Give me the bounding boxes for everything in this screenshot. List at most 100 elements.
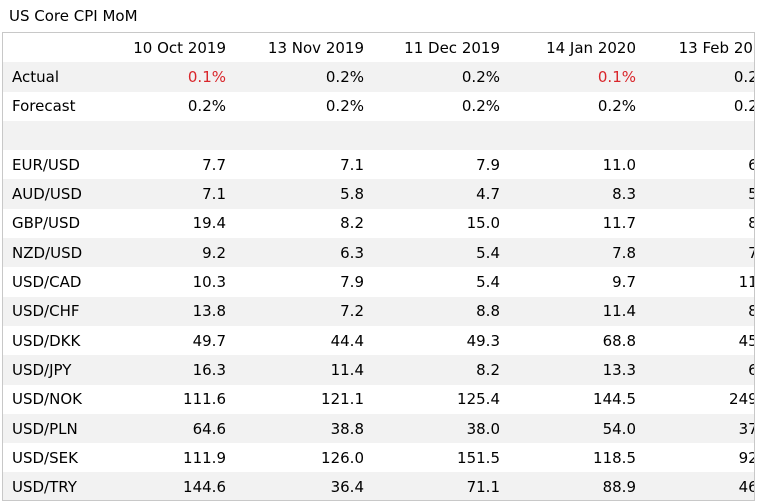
table-cell: 15.0 [466, 214, 500, 233]
table-cell: 9.2 [114, 238, 230, 268]
table-cell: 5.8 [230, 179, 368, 209]
column-header: 13 Feb 2020 [678, 38, 754, 57]
table-cell: 144.5 [593, 390, 636, 409]
table-cell: 126.0 [321, 448, 364, 467]
table-cell: 7.2 [230, 296, 368, 326]
row-label: NZD/USD [3, 238, 114, 268]
table-cell: 11.4 [504, 296, 640, 326]
table-cell: 10.3 [192, 273, 226, 292]
row-label: GBP/USD [12, 214, 81, 233]
table-title: US Core CPI MoM [9, 7, 138, 25]
row-label [3, 120, 114, 151]
table-cell: 92.3 [738, 448, 754, 467]
column-header: 14 Jan 2020 [546, 38, 636, 57]
table-cell: 68.8 [602, 331, 636, 350]
table-cell: 36.4 [230, 472, 368, 500]
table-cell: 4.7 [368, 179, 504, 209]
corner-cell [3, 33, 114, 62]
table-row: USD/DKK 49.7 44.4 49.3 68.8 45.5 [3, 326, 754, 355]
table-cell: 49.3 [466, 331, 500, 350]
table-cell: 0.2% [597, 97, 636, 116]
table-cell: 9.7 [612, 273, 636, 292]
table-cell: 49.7 [192, 331, 226, 350]
table-cell: 7.8 [504, 238, 640, 268]
table-cell: 8.4 [640, 209, 754, 238]
table-cell: 0.2% [368, 62, 504, 92]
table-row: USD/SEK 111.9 126.0 151.5 118.5 92.3 [3, 443, 754, 472]
table-cell: 54.0 [504, 413, 640, 444]
row-label: USD/SEK [12, 448, 78, 467]
table-cell: 45.5 [738, 331, 754, 350]
table-cell: 88.9 [504, 472, 640, 500]
row-label: EUR/USD [12, 155, 80, 174]
table-cell: 0.2% [325, 97, 364, 116]
table-cell: 0.1% [504, 62, 640, 92]
table-cell: 151.5 [457, 448, 500, 467]
table-cell: 38.0 [368, 413, 504, 444]
table-cell: 8.3 [504, 179, 640, 209]
table-cell: 125.4 [457, 390, 500, 409]
row-label: USD/DKK [12, 331, 81, 350]
table-cell [504, 120, 640, 151]
table-cell: 0.2% [461, 97, 500, 116]
table-cell: 111.6 [183, 390, 226, 409]
table-cell: 11.4 [230, 355, 368, 385]
table-cell: 64.6 [114, 413, 230, 444]
table-cell: 0.2% [640, 62, 754, 92]
cpi-table: 10 Oct 2019 13 Nov 2019 11 Dec 2019 14 J… [3, 33, 754, 500]
table-cell: 0.2% [733, 97, 754, 116]
table-cell: 121.1 [321, 390, 364, 409]
row-label: USD/PLN [3, 413, 114, 444]
table-row: USD/NOK 111.6 121.1 125.4 144.5 249.0 [3, 385, 754, 414]
table-cell: 71.1 [368, 472, 504, 500]
table-cell: 7.9 [476, 155, 500, 174]
table-cell: 19.4 [192, 214, 226, 233]
table-cell: 249.0 [729, 390, 754, 409]
table-cell: 118.5 [593, 448, 636, 467]
table-row: USD/CAD 10.3 7.9 5.4 9.7 11.6 [3, 267, 754, 296]
table-cell: 6.4 [640, 355, 754, 385]
table-cell: 44.4 [330, 331, 364, 350]
table-cell: 46.9 [640, 472, 754, 500]
table-cell: 11.7 [602, 214, 636, 233]
table-cell: 0.2% [187, 97, 226, 116]
column-header: 13 Nov 2019 [267, 38, 364, 57]
table-cell: 6.8 [640, 150, 754, 179]
column-header: 10 Oct 2019 [133, 38, 226, 57]
table-cell: 7.9 [340, 273, 364, 292]
row-label: Actual [3, 62, 114, 92]
row-label: USD/CAD [12, 273, 82, 292]
data-table-frame: 10 Oct 2019 13 Nov 2019 11 Dec 2019 14 J… [2, 32, 755, 501]
table-row: GBP/USD 19.4 8.2 15.0 11.78.4 [3, 209, 754, 238]
table-cell: 13.3 [504, 355, 640, 385]
row-label: USD/TRY [3, 472, 114, 500]
table-cell: 8.2 [368, 355, 504, 385]
table-cell: 111.9 [183, 448, 226, 467]
table-cell [640, 120, 754, 151]
column-header: 11 Dec 2019 [404, 38, 500, 57]
table-cell: 7.7 [640, 238, 754, 268]
table-cell: 144.6 [114, 472, 230, 500]
table-cell: 11.0 [602, 155, 636, 174]
row-label: AUD/USD [3, 179, 114, 209]
table-cell: 5.4 [368, 238, 504, 268]
table-cell: 0.2% [230, 62, 368, 92]
table-cell: 8.8 [640, 296, 754, 326]
row-label: USD/NOK [12, 390, 82, 409]
table-cell: 6.3 [230, 238, 368, 268]
table-cell: 7.1 [114, 179, 230, 209]
table-cell [230, 120, 368, 151]
table-cell: 5.4 [640, 179, 754, 209]
table-cell: 8.2 [340, 214, 364, 233]
table-cell: 13.8 [114, 296, 230, 326]
table-cell [114, 120, 230, 151]
row-label: USD/JPY [3, 355, 114, 385]
table-cell: 37.0 [640, 413, 754, 444]
table-row [3, 120, 754, 151]
